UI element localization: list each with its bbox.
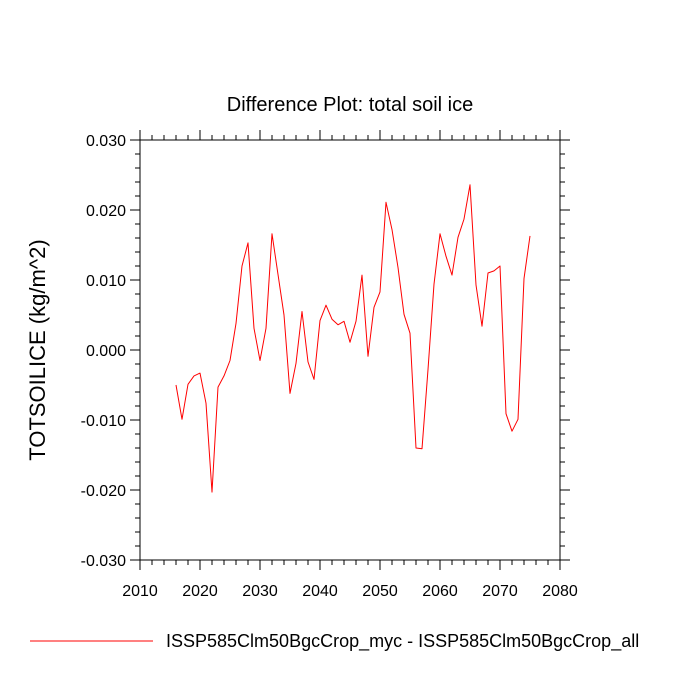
x-tick-label: 2010 <box>122 583 158 600</box>
x-tick-label: 2060 <box>422 583 458 600</box>
x-tick-label: 2030 <box>242 583 278 600</box>
legend-label: ISSP585Clm50BgcCrop_myc - ISSP585Clm50Bg… <box>166 631 639 652</box>
series-line <box>175 184 531 493</box>
y-tick-label: 0.010 <box>86 273 126 290</box>
x-tick-label: 2070 <box>482 583 518 600</box>
y-tick-label: 0.020 <box>86 203 126 220</box>
x-axis-ticks <box>139 130 561 570</box>
chart-title: Difference Plot: total soil ice <box>227 94 473 116</box>
plot-border <box>139 139 561 561</box>
x-axis-tick-labels: 2010 2020 2030 2040 2050 2060 2070 2080 <box>122 583 578 600</box>
y-tick-label: -0.030 <box>81 553 126 570</box>
plot-frame <box>139 139 561 561</box>
y-axis-label: TOTSOILICE (kg/m^2) <box>25 239 50 460</box>
x-tick-label: 2050 <box>362 583 398 600</box>
y-tick-label: 0.030 <box>86 133 126 150</box>
x-tick-label: 2080 <box>542 583 578 600</box>
y-tick-label: -0.010 <box>81 413 126 430</box>
x-tick-label: 2020 <box>182 583 218 600</box>
y-axis-ticks <box>130 139 570 561</box>
y-axis-tick-labels: -0.030 -0.020 -0.010 0.000 0.010 0.020 0.030 <box>81 133 126 570</box>
legend: ISSP585Clm50BgcCrop_myc - ISSP585Clm50Bg… <box>30 631 639 652</box>
y-tick-label: 0.000 <box>86 343 126 360</box>
y-tick-label: -0.020 <box>81 483 126 500</box>
x-tick-label: 2040 <box>302 583 338 600</box>
series-group <box>175 184 531 493</box>
